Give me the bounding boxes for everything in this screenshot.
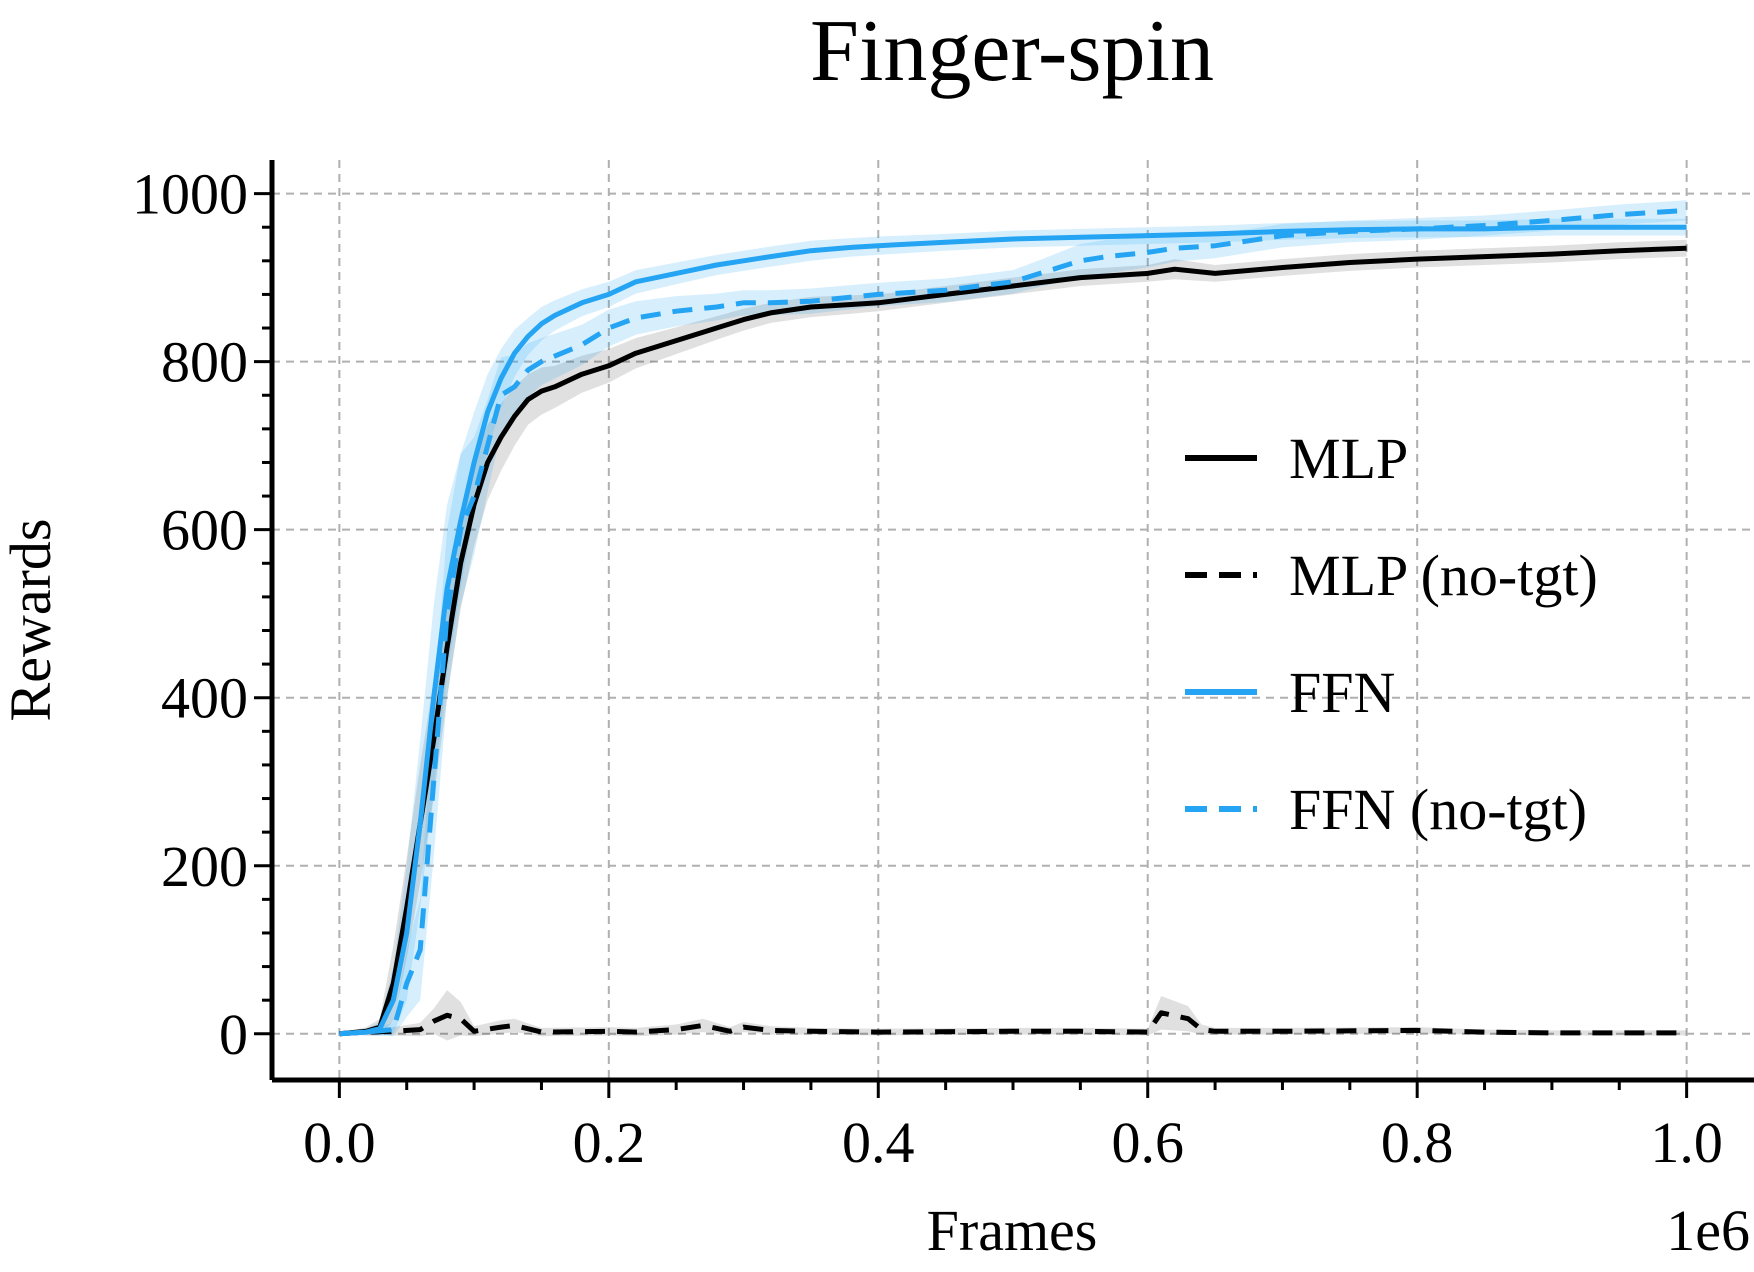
x-tick-label: 1.0 [1650, 1110, 1723, 1175]
x-tick-label: 0.6 [1111, 1110, 1184, 1175]
y-tick-label: 600 [161, 498, 248, 563]
legend-label-1: MLP (no-tgt) [1289, 543, 1598, 608]
series-line-1 [339, 1010, 1687, 1037]
confidence-bands [339, 200, 1687, 1041]
legend-label-3: FFN (no-tgt) [1289, 777, 1587, 842]
series-lines [339, 207, 1687, 1037]
x-tick-label: 0.0 [303, 1110, 376, 1175]
legend-label-2: FFN [1289, 660, 1395, 725]
series-line-3 [339, 207, 1687, 1037]
axes [269, 160, 1754, 1083]
legend: MLP MLP (no-tgt) FFN FFN (no-tgt) [1185, 426, 1598, 842]
x-offset-label: 1e6 [1666, 1198, 1750, 1263]
x-tick-label: 0.4 [842, 1110, 915, 1175]
y-tick-label: 400 [161, 666, 248, 731]
ticks: 0.0 0.2 0.4 0.6 0.8 1.0 0 200 400 600 800 1000 [132, 162, 1723, 1175]
x-tick-label: 0.8 [1381, 1110, 1454, 1175]
x-axis-label: Frames [927, 1198, 1098, 1263]
y-tick-label: 1000 [132, 162, 248, 227]
series-band-1 [339, 990, 1687, 1041]
series-line-2 [339, 224, 1687, 1037]
grid [272, 160, 1754, 1080]
y-axis-label: Rewards [0, 519, 63, 722]
y-tick-label: 200 [161, 834, 248, 899]
series-line-0 [339, 245, 1687, 1037]
y-tick-label: 0 [219, 1002, 248, 1067]
y-tick-label: 800 [161, 330, 248, 395]
x-tick-label: 0.2 [573, 1110, 646, 1175]
legend-label-0: MLP [1289, 426, 1408, 491]
chart-title: Finger-spin [810, 3, 1214, 100]
